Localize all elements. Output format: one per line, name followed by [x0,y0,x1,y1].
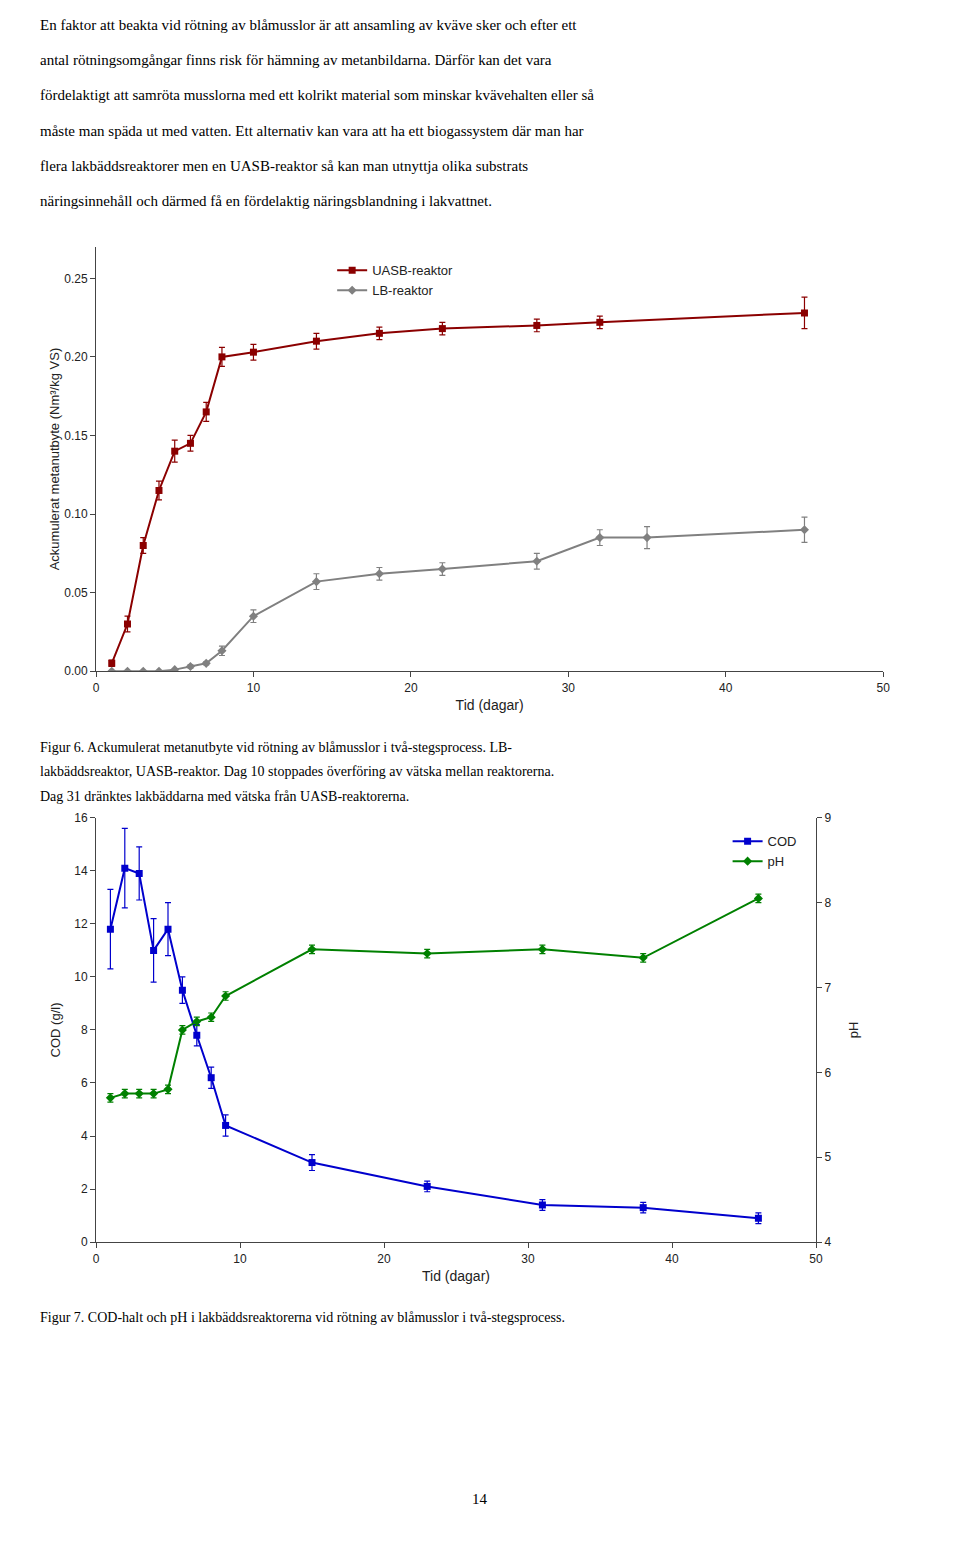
svg-text:flera lakbäddsreaktorer men en: flera lakbäddsreaktorer men en UASB-reak… [40,158,528,174]
svg-text:COD (g/l): COD (g/l) [48,1003,63,1058]
svg-text:pH: pH [847,1022,862,1039]
svg-text:antal rötningsomgångar finns r: antal rötningsomgångar finns risk för hä… [40,52,552,68]
svg-text:0.00: 0.00 [64,664,88,678]
svg-text:14: 14 [74,864,88,878]
svg-text:14: 14 [472,1491,488,1507]
svg-text:UASB-reaktor: UASB-reaktor [372,263,453,278]
svg-text:30: 30 [562,681,576,695]
svg-text:Tid (dagar): Tid (dagar) [422,1268,490,1284]
svg-text:10: 10 [233,1252,247,1266]
svg-text:16: 16 [74,811,88,825]
svg-text:8: 8 [81,1023,88,1037]
svg-text:2: 2 [81,1182,88,1196]
svg-text:LB-reaktor: LB-reaktor [372,283,433,298]
svg-text:Figur 7. COD-halt och pH i lak: Figur 7. COD-halt och pH i lakbäddsreakt… [40,1310,565,1325]
svg-text:10: 10 [247,681,261,695]
svg-text:0.10: 0.10 [64,507,88,521]
svg-text:lakbäddsreaktor, UASB-reaktor.: lakbäddsreaktor, UASB-reaktor. Dag 10 st… [40,764,554,779]
svg-text:4: 4 [824,1235,831,1249]
svg-text:6: 6 [81,1076,88,1090]
svg-text:Figur 6. Ackumulerat metanutby: Figur 6. Ackumulerat metanutbyte vid röt… [40,740,512,755]
svg-text:12: 12 [74,917,88,931]
svg-text:0.05: 0.05 [64,586,88,600]
svg-text:7: 7 [824,981,831,995]
svg-text:30: 30 [521,1252,535,1266]
svg-text:0: 0 [93,681,100,695]
svg-text:5: 5 [824,1150,831,1164]
svg-text:50: 50 [877,681,891,695]
svg-text:6: 6 [824,1066,831,1080]
svg-text:pH: pH [768,854,785,869]
svg-text:40: 40 [665,1252,679,1266]
svg-text:0: 0 [93,1252,100,1266]
svg-text:4: 4 [81,1129,88,1143]
svg-text:20: 20 [377,1252,391,1266]
svg-text:50: 50 [809,1252,823,1266]
svg-text:0: 0 [81,1235,88,1249]
svg-text:måste man späda ut med vatten.: måste man späda ut med vatten. Ett alter… [40,123,584,139]
svg-text:fördelaktigt att samröta mussl: fördelaktigt att samröta musslorna med e… [40,87,594,103]
svg-text:8: 8 [824,896,831,910]
svg-text:0.15: 0.15 [64,429,88,443]
svg-text:10: 10 [74,970,88,984]
svg-text:Dag 31 dränktes lakbäddarna me: Dag 31 dränktes lakbäddarna med vätska f… [40,789,409,804]
svg-text:En faktor att beakta vid rötni: En faktor att beakta vid rötning av blåm… [40,17,577,33]
svg-text:9: 9 [824,811,831,825]
svg-text:0.20: 0.20 [64,350,88,364]
svg-text:Tid (dagar): Tid (dagar) [456,697,524,713]
svg-text:COD: COD [768,834,797,849]
svg-text:0.25: 0.25 [64,272,88,286]
svg-text:40: 40 [719,681,733,695]
svg-text:näringsinnehåll och därmed få: näringsinnehåll och därmed få en fördela… [40,193,492,209]
svg-text:Ackumulerat metanutbyte (Nm³/k: Ackumulerat metanutbyte (Nm³/kg VS) [47,348,62,571]
svg-text:20: 20 [404,681,418,695]
